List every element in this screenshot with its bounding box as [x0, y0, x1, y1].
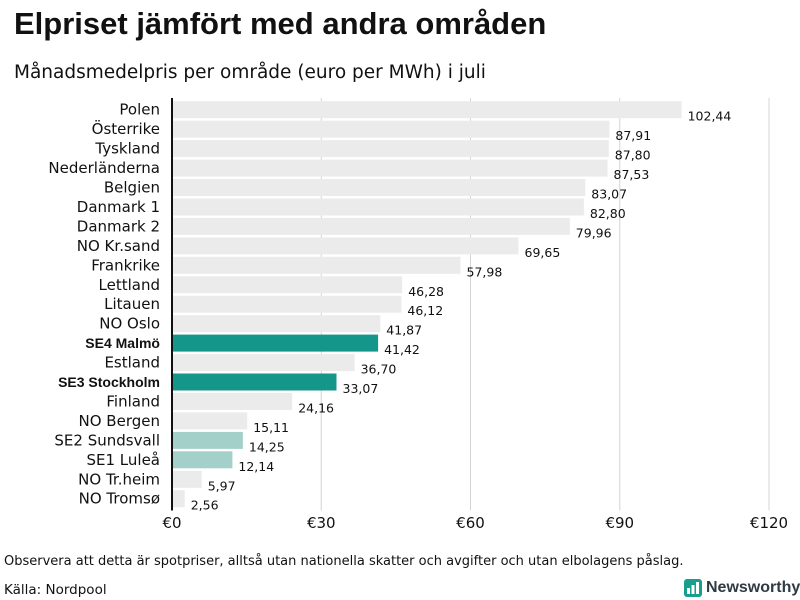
category-label-18: SE1 Luleå: [87, 451, 161, 469]
bar-9: [172, 276, 403, 294]
x-tick-label-3: €90: [605, 514, 634, 532]
category-label-20: NO Tromsø: [79, 490, 160, 508]
category-label-2: Tyskland: [94, 140, 160, 158]
value-label-12: 41,42: [384, 342, 420, 357]
category-label-11: NO Oslo: [99, 315, 160, 333]
value-label-20: 2,56: [191, 498, 219, 513]
value-label-13: 36,70: [361, 362, 397, 377]
bar-7: [172, 237, 519, 255]
category-label-17: SE2 Sundsvall: [54, 431, 160, 449]
footnote: Observera att detta är spotpriser, allts…: [4, 554, 684, 569]
x-tick-label-1: €30: [307, 514, 336, 532]
bar-10: [172, 295, 402, 313]
bar-19: [172, 470, 202, 488]
value-label-18: 12,14: [238, 459, 274, 474]
bar-16: [172, 412, 248, 430]
value-label-5: 82,80: [590, 206, 626, 221]
category-label-4: Belgien: [104, 179, 160, 197]
bar-11: [172, 315, 381, 333]
value-label-8: 57,98: [467, 264, 503, 279]
bar-6: [172, 217, 570, 235]
bar-15: [172, 393, 293, 410]
bar-20: [172, 490, 185, 508]
bar-5: [172, 198, 584, 216]
value-label-14: 33,07: [343, 381, 379, 396]
chart-subtitle: Månadsmedelpris per område (euro per MWh…: [14, 62, 486, 83]
bar-0: [172, 101, 682, 119]
value-label-3: 87,53: [614, 167, 650, 182]
bar-4: [172, 179, 586, 196]
category-label-13: Estland: [104, 354, 160, 372]
x-tick-label-0: €0: [162, 514, 181, 532]
bar-14: [172, 373, 337, 391]
x-tick-label-2: €60: [456, 514, 485, 532]
category-label-8: Frankrike: [91, 256, 160, 274]
category-label-9: Lettland: [99, 276, 160, 294]
value-label-6: 79,96: [576, 225, 612, 240]
category-label-19: NO Tr.heim: [78, 470, 160, 488]
category-label-1: Österrike: [92, 119, 160, 138]
category-label-14: SE3 Stockholm: [58, 374, 160, 390]
bar-17: [172, 431, 243, 449]
value-label-7: 69,65: [525, 245, 561, 260]
bar-8: [172, 256, 461, 274]
brand-name: Newsworthy: [706, 579, 800, 596]
bar-12: [172, 334, 379, 352]
category-label-7: NO Kr.sand: [77, 237, 160, 255]
category-label-6: Danmark 2: [77, 217, 160, 235]
chart-logo-icon: [684, 579, 702, 597]
chart-title: Elpriset jämfört med andra områden: [14, 6, 547, 41]
source-note: Källa: Nordpool: [4, 582, 107, 598]
value-label-0: 102,44: [688, 109, 732, 124]
value-label-16: 15,11: [253, 420, 289, 435]
bar-3: [172, 159, 608, 177]
bar-1: [172, 120, 610, 138]
category-label-16: NO Bergen: [79, 412, 160, 430]
category-label-12: SE4 Malmö: [85, 335, 160, 351]
bar-chart: Polen 102,44 Österrike 87,91 Tyskland 87,80 Ne…: [48, 98, 788, 532]
value-label-4: 83,07: [591, 187, 627, 202]
value-label-17: 14,25: [249, 439, 285, 454]
category-label-15: Finland: [106, 393, 160, 411]
category-label-0: Polen: [119, 101, 160, 119]
value-label-19: 5,97: [208, 478, 236, 493]
brand-logo: Newsworthy: [684, 578, 800, 598]
value-label-9: 46,28: [408, 284, 444, 299]
bar-2: [172, 140, 609, 158]
bar-18: [172, 451, 233, 469]
x-tick-label-4: €120: [750, 514, 788, 532]
value-label-2: 87,80: [615, 148, 651, 163]
bar-13: [172, 354, 355, 372]
value-label-10: 46,12: [407, 303, 443, 318]
value-label-15: 24,16: [298, 401, 334, 416]
category-label-3: Nederländerna: [48, 159, 160, 177]
category-label-10: Litauen: [104, 295, 160, 313]
value-label-11: 41,87: [386, 323, 422, 338]
category-label-5: Danmark 1: [77, 198, 160, 216]
value-label-1: 87,91: [615, 128, 651, 143]
